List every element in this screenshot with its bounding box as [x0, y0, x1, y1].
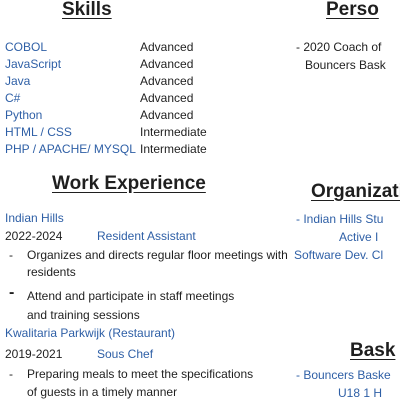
basketball-line: - Bouncers Baske: [296, 368, 391, 382]
skill-level: Intermediate: [140, 142, 207, 156]
job-bullet-line: of guests in a timely manner: [27, 385, 178, 399]
organization-line: - Indian Hills Stu: [296, 212, 384, 226]
skill-level: Advanced: [140, 74, 194, 88]
organization-line: Active I: [339, 230, 379, 244]
job-employer: Indian Hills: [5, 211, 64, 225]
skills-heading: Skills: [62, 0, 112, 20]
work-experience-heading: Work Experience: [52, 173, 206, 194]
job-bullet-line: Attend and participate in staff meetings: [27, 289, 235, 303]
job-bullet-line: Organizes and directs regular floor meet…: [27, 248, 288, 262]
personal-line: Bouncers Bask: [305, 58, 386, 72]
skill-name: JavaScript: [5, 57, 62, 71]
bullet-marker: -: [9, 367, 13, 381]
bullet-marker: -: [9, 248, 13, 262]
job-role: Resident Assistant: [97, 229, 196, 243]
basketball-heading: Bask: [350, 340, 396, 361]
job-bullet-line: residents: [27, 265, 76, 279]
skill-name: PHP / APACHE/ MYSQL: [5, 142, 136, 156]
basketball-line: U18 1 H: [338, 386, 383, 400]
skill-name: C#: [5, 91, 21, 105]
skill-name: Java: [5, 74, 31, 88]
job-years: 2022-2024: [5, 229, 63, 243]
job-bullet-line: Preparing meals to meet the specificatio…: [27, 367, 254, 381]
skill-level: Advanced: [140, 57, 194, 71]
job-role: Sous Chef: [97, 347, 154, 361]
job-employer: Kwalitaria Parkwijk (Restaurant): [5, 326, 176, 340]
skill-level: Advanced: [140, 40, 194, 54]
skill-name: COBOL: [5, 40, 48, 54]
organizations-heading: Organizatio: [311, 181, 400, 202]
skill-level: Intermediate: [140, 125, 207, 139]
skill-level: Advanced: [140, 108, 194, 122]
job-years: 2019-2021: [5, 347, 63, 361]
skill-name: HTML / CSS: [5, 125, 72, 139]
skill-name: Python: [5, 108, 43, 122]
personal-heading: Perso: [326, 0, 379, 20]
personal-line: - 2020 Coach of: [296, 40, 382, 54]
organization-line: Software Dev. Cl: [294, 248, 384, 262]
bullet-marker: -: [9, 284, 15, 301]
skill-level: Advanced: [140, 91, 194, 105]
job-bullet-line: and training sessions: [27, 308, 140, 322]
